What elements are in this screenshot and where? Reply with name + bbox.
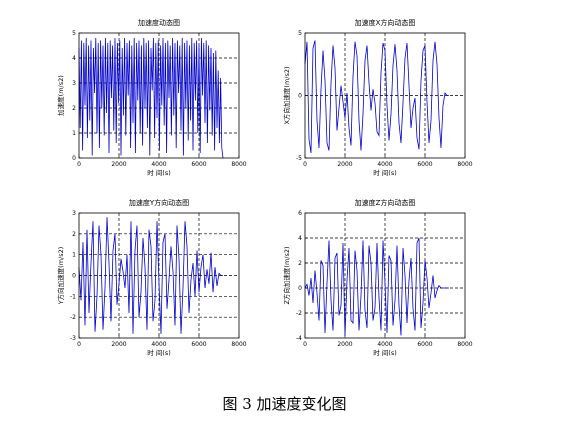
- x-tick-label: 4000: [151, 341, 166, 348]
- x-tick-label: 6000: [417, 161, 432, 168]
- x-tick-label: 6000: [191, 161, 206, 168]
- y-tick-label: 3: [72, 210, 76, 217]
- y-axis-label: 加速度(m/s2): [56, 75, 65, 116]
- data-series-line: [78, 217, 223, 334]
- y-tick-label: -3: [70, 335, 76, 342]
- y-tick-label: -5: [296, 155, 302, 162]
- x-tick-label: 2000: [111, 161, 126, 168]
- y-tick-label: 0: [298, 285, 302, 292]
- x-tick-label: 0: [77, 341, 81, 348]
- y-tick-label: 0: [72, 273, 76, 280]
- y-axis-label: Z方向加速度(m/s2): [282, 246, 291, 304]
- x-tick-label: 8000: [457, 161, 472, 168]
- y-tick-label: 0: [72, 155, 76, 162]
- chart-title: 加速度Z方向动态图: [355, 198, 416, 207]
- y-axis-label: X方向加速度(m/s2): [282, 66, 291, 124]
- x-tick-label: 6000: [191, 341, 206, 348]
- y-axis-label: Y方向加速度(m/s2): [56, 247, 65, 306]
- x-tick-label: 6000: [417, 341, 432, 348]
- y-tick-label: -2: [70, 314, 76, 321]
- y-tick-label: 0: [298, 93, 302, 100]
- y-tick-label: 4: [72, 55, 76, 62]
- x-tick-label: 2000: [111, 341, 126, 348]
- x-tick-label: 4000: [377, 161, 392, 168]
- data-series-line: [304, 237, 449, 336]
- x-tick-label: 8000: [231, 341, 246, 348]
- y-tick-label: 2: [298, 260, 302, 267]
- x-tick-label: 8000: [231, 161, 246, 168]
- y-tick-label: -4: [296, 335, 302, 342]
- x-axis-label: 时 间(s): [147, 348, 171, 357]
- x-tick-label: 0: [303, 161, 307, 168]
- y-tick-label: -2: [296, 310, 302, 317]
- y-tick-label: 1: [72, 252, 76, 259]
- x-axis-label: 时 间(s): [373, 168, 397, 177]
- y-tick-label: 2: [72, 231, 76, 238]
- data-series-line: [78, 37, 224, 159]
- x-tick-label: 2000: [337, 341, 352, 348]
- y-tick-label: -1: [70, 293, 76, 300]
- y-tick-label: 5: [298, 30, 302, 37]
- x-tick-label: 8000: [457, 341, 472, 348]
- y-tick-label: 2: [72, 105, 76, 112]
- chart-title: 加速度X方向动态图: [355, 18, 416, 27]
- y-tick-label: 6: [298, 210, 302, 217]
- chart-title: 加速度Y方向动态图: [129, 198, 189, 207]
- x-tick-label: 4000: [151, 161, 166, 168]
- x-tick-label: 2000: [337, 161, 352, 168]
- y-tick-label: 4: [298, 235, 302, 242]
- y-tick-label: 5: [72, 30, 76, 37]
- figure-caption: 图 3 加速度变化图: [222, 395, 347, 413]
- x-axis-label: 时 间(s): [373, 348, 397, 357]
- x-tick-label: 0: [303, 341, 307, 348]
- x-axis-label: 时 间(s): [147, 168, 171, 177]
- y-tick-label: 3: [72, 80, 76, 87]
- x-tick-label: 0: [77, 161, 81, 168]
- data-series-line: [304, 40, 449, 154]
- chart-title: 加速度动态图: [138, 18, 180, 27]
- y-tick-label: 1: [72, 130, 76, 137]
- x-tick-label: 4000: [377, 341, 392, 348]
